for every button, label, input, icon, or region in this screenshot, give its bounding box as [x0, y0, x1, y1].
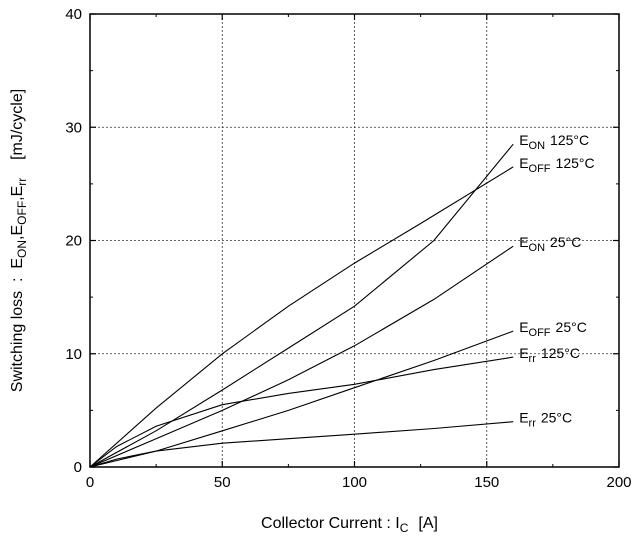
y-axis-title-part-1: ON	[15, 240, 29, 258]
y-axis-title-part-3: OFF	[15, 201, 29, 225]
series-line-3	[89, 330, 514, 468]
y-tick-label: 10	[65, 346, 82, 363]
y-tick-label: 20	[65, 233, 82, 250]
series-line-2	[89, 245, 514, 468]
series-label-0: EON 125°C	[519, 132, 589, 152]
y-axis-title: Switching loss : EON,EOFF,Err [mJ/cycle]	[9, 89, 29, 392]
series-label-5: Err 25°C	[519, 410, 572, 430]
series-line-5	[89, 421, 514, 468]
series-line-4	[89, 356, 514, 468]
x-tick-label: 150	[474, 474, 499, 491]
series-line-1	[89, 166, 514, 468]
y-tick-label: 30	[65, 119, 82, 136]
y-tick-label: 40	[65, 6, 82, 23]
series-lines	[89, 143, 514, 468]
series-label-4: Err 125°C	[519, 345, 580, 365]
x-axis-title-main: Collector Current : I	[261, 515, 400, 532]
y-axis-title-part-4: ,E	[9, 186, 26, 201]
series-label-3: EOFF 25°C	[519, 319, 587, 339]
series-label-1: EOFF 125°C	[519, 155, 594, 175]
grid-lines	[90, 14, 619, 467]
series-line-0	[89, 143, 514, 468]
y-axis-title-part-2: ,E	[9, 225, 26, 240]
y-tick-label: 0	[74, 459, 82, 476]
x-axis-title-subscript: C	[400, 521, 409, 535]
x-tick-label: 200	[606, 474, 631, 491]
y-axis-title-part-5: rr	[15, 178, 29, 186]
x-tick-label: 100	[342, 474, 367, 491]
series-label-2: EON 25°C	[519, 234, 581, 254]
x-tick-label: 0	[86, 474, 94, 491]
x-axis-title-unit: [A]	[418, 515, 438, 532]
x-axis-title: Collector Current : IC [A]	[261, 515, 438, 535]
x-tick-label: 50	[214, 474, 231, 491]
y-axis-title-part-0: Switching loss : E	[9, 258, 26, 392]
series-labels: EON 125°C EOFF 125°C EON 25°C EOFF 25°C Err 125°C…	[519, 132, 594, 429]
axis-ticks: 0 50 100 150 200 0 10 20 30 40	[65, 6, 631, 491]
y-axis-title-part-6: [mJ/cycle]	[9, 89, 26, 178]
